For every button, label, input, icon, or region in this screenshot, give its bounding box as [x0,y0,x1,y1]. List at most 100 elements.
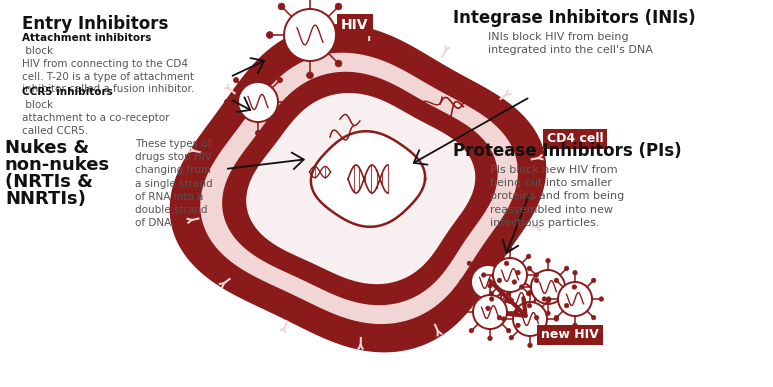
Circle shape [307,72,313,79]
Circle shape [488,336,492,341]
Circle shape [485,306,490,310]
Text: (NRTIs &: (NRTIs & [5,173,93,191]
Circle shape [469,291,474,296]
Circle shape [573,271,577,275]
Text: Entry Inhibitors: Entry Inhibitors [22,15,169,33]
Circle shape [531,270,565,304]
Circle shape [287,99,291,104]
Circle shape [516,323,520,327]
Circle shape [591,278,596,283]
Circle shape [554,317,559,321]
Circle shape [238,82,278,122]
Circle shape [547,298,551,303]
Circle shape [509,336,513,340]
Circle shape [485,253,490,258]
Circle shape [546,311,550,315]
Circle shape [347,32,354,38]
Text: Protease Inhibitors (PIs): Protease Inhibitors (PIs) [453,142,682,160]
Text: Attachment inhibitors: Attachment inhibitors [22,33,152,43]
Circle shape [527,266,532,271]
Text: CD4 cell: CD4 cell [547,132,603,146]
Circle shape [534,278,539,283]
Circle shape [278,3,285,10]
Circle shape [506,329,511,333]
Circle shape [501,282,535,316]
Circle shape [528,290,532,295]
Text: block
attachment to a co-receptor
called CCR5.: block attachment to a co-receptor called… [22,100,169,135]
Text: NNRTIs): NNRTIs) [5,190,86,208]
Circle shape [547,297,551,301]
Circle shape [506,291,511,296]
Circle shape [564,266,569,271]
Circle shape [528,343,532,348]
Circle shape [497,315,502,320]
Circle shape [564,303,569,308]
Text: INIs block HIV from being
integrated into the cell's DNA: INIs block HIV from being integrated int… [488,32,653,55]
Polygon shape [201,53,517,324]
Circle shape [467,261,472,265]
Circle shape [233,77,239,83]
Text: block
HIV from connecting to the CD4
cell. T-20 is a type of attachment
inhibito: block HIV from connecting to the CD4 cel… [22,46,194,94]
Circle shape [278,77,282,83]
Polygon shape [247,94,475,283]
Polygon shape [170,25,546,352]
Circle shape [473,295,507,329]
Circle shape [255,68,261,74]
Circle shape [599,297,604,301]
Circle shape [516,271,520,275]
Circle shape [526,291,531,296]
Circle shape [526,254,531,259]
Circle shape [493,258,527,292]
Circle shape [546,259,550,263]
Circle shape [497,278,502,283]
Text: PIs block new HIV from
being cut into smaller
proteins and from being
reassemble: PIs block new HIV from being cut into sm… [490,165,625,228]
Circle shape [459,280,464,284]
Circle shape [505,261,509,265]
Circle shape [572,285,577,289]
Circle shape [505,298,509,303]
Circle shape [554,315,559,320]
Text: HIV: HIV [341,18,369,32]
Circle shape [534,273,539,277]
Circle shape [519,285,524,289]
Polygon shape [223,72,497,305]
Circle shape [255,130,261,135]
Circle shape [554,278,559,283]
Circle shape [591,315,596,320]
Polygon shape [311,131,425,227]
Circle shape [514,310,519,314]
Text: Nukes &: Nukes & [5,139,89,157]
Circle shape [547,336,551,340]
Circle shape [509,298,513,303]
Circle shape [573,323,577,327]
Circle shape [542,297,547,301]
Circle shape [534,315,539,320]
Circle shape [469,329,474,333]
Circle shape [488,283,492,288]
Circle shape [233,121,239,127]
Circle shape [278,60,285,67]
Circle shape [284,9,336,61]
Circle shape [278,121,282,127]
Circle shape [267,32,273,38]
Circle shape [471,265,505,299]
Circle shape [467,298,472,303]
Circle shape [508,299,512,303]
Circle shape [512,280,516,284]
Circle shape [558,282,592,316]
Circle shape [489,254,494,259]
Circle shape [489,297,494,301]
Text: Integrase Inhibitors (INIs): Integrase Inhibitors (INIs) [453,9,696,27]
Text: non-nukes: non-nukes [5,156,110,174]
Circle shape [335,3,342,10]
Circle shape [502,317,506,321]
Circle shape [513,302,547,336]
Circle shape [224,99,230,104]
Circle shape [508,247,512,251]
Circle shape [461,310,466,314]
Text: CCR5 inhibitors: CCR5 inhibitors [22,87,113,97]
Circle shape [482,273,486,277]
Circle shape [489,291,494,296]
Text: new HIV: new HIV [541,329,599,341]
Text: These types of
drugs stop HIV
changing from
a single strand
of RNA into a
double: These types of drugs stop HIV changing f… [135,139,213,228]
